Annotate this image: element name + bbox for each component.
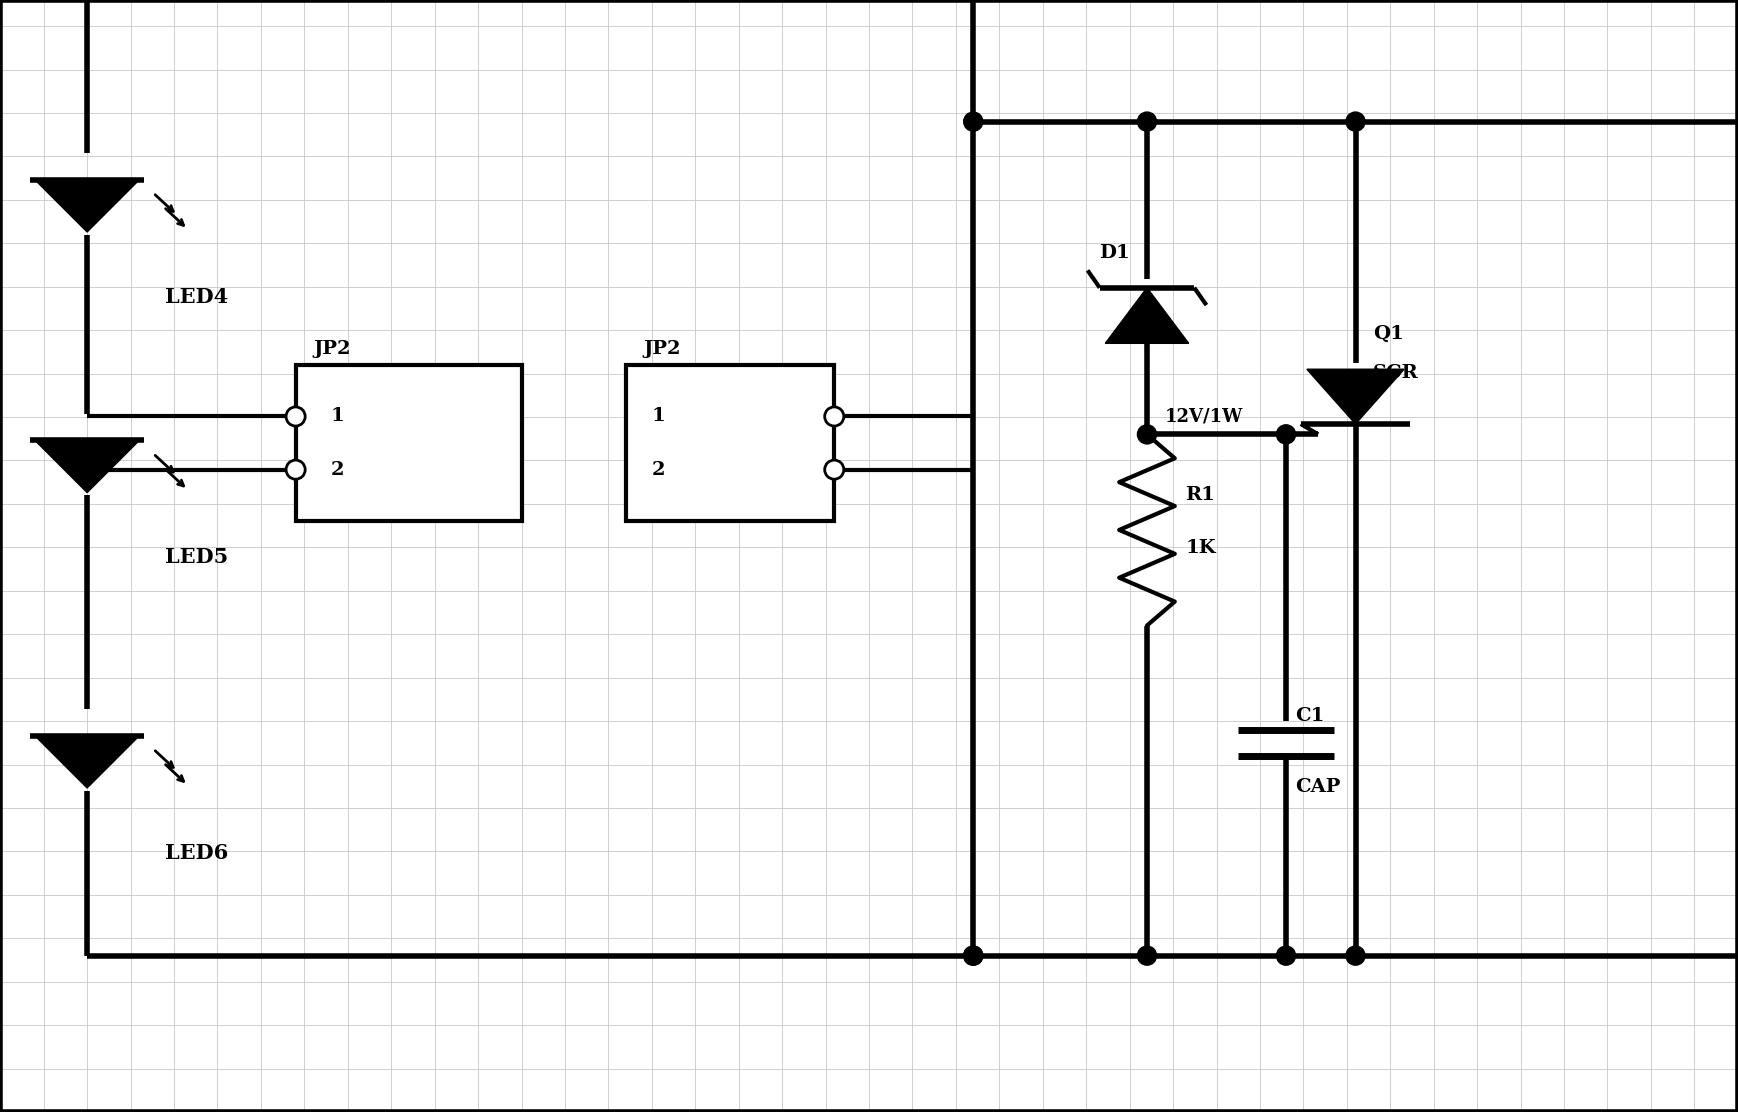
Circle shape: [963, 112, 982, 131]
Text: JP2: JP2: [643, 340, 681, 358]
Polygon shape: [35, 736, 139, 788]
Text: C1: C1: [1295, 706, 1324, 725]
Polygon shape: [1307, 369, 1404, 424]
Polygon shape: [35, 180, 139, 232]
Text: LED4: LED4: [165, 287, 229, 307]
Circle shape: [1137, 112, 1156, 131]
Circle shape: [1276, 946, 1295, 965]
Text: 2: 2: [652, 460, 666, 478]
Circle shape: [1345, 112, 1364, 131]
Polygon shape: [1105, 288, 1189, 344]
Polygon shape: [35, 440, 139, 493]
Text: LED6: LED6: [165, 843, 229, 863]
Circle shape: [1137, 946, 1156, 965]
Circle shape: [963, 946, 982, 965]
Text: 1: 1: [330, 407, 344, 426]
Text: SCR: SCR: [1373, 364, 1418, 383]
Text: R1: R1: [1185, 486, 1215, 504]
Circle shape: [1345, 946, 1364, 965]
Text: 12V/1W: 12V/1W: [1164, 408, 1243, 426]
Text: JP2: JP2: [313, 340, 351, 358]
Text: 1: 1: [652, 407, 666, 426]
Text: D1: D1: [1098, 244, 1130, 261]
Circle shape: [963, 946, 982, 965]
Text: Q1: Q1: [1373, 325, 1404, 344]
Text: CAP: CAP: [1295, 778, 1340, 796]
Text: 2: 2: [330, 460, 344, 478]
Circle shape: [1137, 425, 1156, 444]
Circle shape: [826, 460, 845, 479]
Circle shape: [287, 407, 306, 426]
Bar: [626, 365, 834, 522]
Circle shape: [826, 407, 845, 426]
Circle shape: [287, 460, 306, 479]
Bar: [295, 365, 521, 522]
Text: LED5: LED5: [165, 547, 229, 567]
Circle shape: [1276, 425, 1295, 444]
Text: 1K: 1K: [1185, 538, 1217, 557]
